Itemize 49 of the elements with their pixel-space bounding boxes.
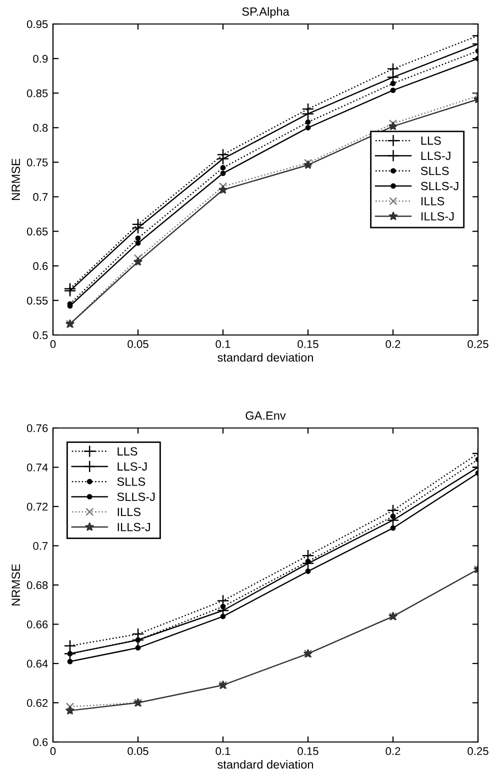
x-axis-title: standard deviation (218, 760, 313, 769)
y-tick-label: 0.62 (26, 699, 48, 707)
y-axis-title: NRMSE (12, 564, 20, 606)
legend-label: SLLS-J (117, 492, 155, 501)
legend-label: LLS-J (421, 152, 450, 160)
x-tick-label: 0.15 (298, 747, 318, 756)
x-tick-label: 0.05 (128, 340, 148, 348)
legend-label: ILLS-J (421, 212, 454, 221)
y-tick-label: 0.55 (26, 296, 48, 305)
y-tick-label: 0.7 (33, 542, 48, 550)
x-tick-label: 0 (50, 747, 56, 756)
legend-label: SLLS (117, 477, 146, 486)
chart-title: SP.Alpha (242, 7, 290, 18)
legend-label: LLS (118, 447, 138, 456)
legend-label: SLLS (420, 166, 449, 176)
y-tick-label: 0.8 (33, 124, 48, 132)
legend-label: LLS (421, 136, 441, 145)
y-tick-label: 0.66 (26, 620, 48, 628)
y-tick-label: 0.85 (26, 89, 48, 98)
y-tick-label: 0.65 (26, 228, 48, 236)
y-tick-label: 0.64 (26, 660, 48, 668)
x-tick-label: 0.2 (386, 747, 400, 756)
x-tick-label: 0.2 (386, 340, 400, 348)
y-tick-label: 0.9 (33, 54, 48, 63)
y-tick-label: 0.74 (26, 464, 48, 472)
y-tick-label: 0.76 (26, 424, 48, 432)
x-tick-label: 0 (50, 340, 56, 348)
legend-label: SLLS-J (420, 182, 458, 190)
x-tick-label: 0.25 (468, 747, 488, 756)
x-axis-title: standard deviation (218, 352, 313, 362)
y-tick-label: 0.72 (26, 502, 48, 511)
y-tick-label: 0.68 (26, 581, 48, 590)
legend-label: LLS-J (118, 462, 147, 471)
x-tick-label: 0.15 (298, 340, 318, 348)
y-tick-label: 0.5 (33, 331, 48, 340)
x-tick-label: 0.05 (128, 747, 148, 756)
legend-label: ILLS-J (118, 522, 150, 532)
y-tick-label: 0.75 (26, 158, 48, 166)
x-tick-label: 0.1 (216, 340, 230, 348)
legend-label: ILLS (118, 508, 140, 516)
legend-label: ILLS (421, 197, 444, 206)
y-tick-label: 0.95 (26, 20, 48, 28)
x-tick-label: 0.1 (216, 747, 230, 756)
chart-title: GA.Env (246, 411, 286, 420)
y-tick-label: 0.6 (33, 262, 48, 270)
y-tick-label: 0.6 (33, 738, 48, 746)
y-tick-label: 0.7 (33, 193, 48, 201)
y-axis-title: NRMSE (12, 158, 20, 200)
x-tick-label: 0.25 (468, 340, 488, 348)
